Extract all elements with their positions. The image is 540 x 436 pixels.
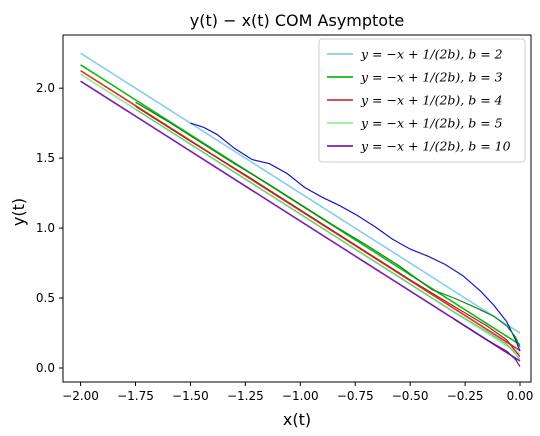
y-axis-title: y(t)	[9, 198, 28, 226]
trajectory-line-1	[190, 122, 521, 352]
trajectory-line-4	[135, 108, 521, 360]
chart-title: y(t) − x(t) COM Asymptote	[190, 11, 404, 30]
x-tick-label: −1.25	[227, 389, 264, 403]
plot-frame	[62, 34, 532, 383]
trajectory-line-2	[135, 101, 521, 348]
trajectory-group	[135, 101, 521, 367]
x-tick-label: −0.25	[447, 389, 484, 403]
legend-label-b4: y = −x + 1/(2b), b = 4	[360, 93, 503, 108]
legend-box	[318, 38, 526, 163]
x-tick-label: −2.00	[62, 389, 99, 403]
legend-label-b5: y = −x + 1/(2b), b = 5	[360, 116, 503, 131]
x-axis-title: x(t)	[283, 410, 311, 429]
x-tick-label: 0.00	[507, 389, 534, 403]
legend-label-b10: y = −x + 1/(2b), b = 10	[360, 139, 511, 154]
legend-label-b3: y = −x + 1/(2b), b = 3	[360, 70, 503, 85]
y-tick-label: 1.0	[36, 221, 55, 235]
asymptote-line-b2	[80, 52, 521, 334]
x-tick-label: −1.50	[172, 389, 209, 403]
trajectory-line-5	[453, 318, 521, 367]
y-tick-label: 0.5	[36, 291, 55, 305]
y-tick-label: 0.0	[36, 361, 55, 375]
legend-label-b2: y = −x + 1/(2b), b = 2	[360, 47, 503, 62]
y-tick-label: 1.5	[36, 151, 55, 165]
x-tick-label: −1.75	[117, 389, 154, 403]
axes: −2.00 −1.75 −1.50 −1.25 −1.00 −0.75 −0.50 −0.25…	[36, 34, 534, 403]
y-tick-label: 2.0	[36, 81, 55, 95]
x-tick-label: −1.00	[282, 389, 319, 403]
x-tick-label: −0.75	[337, 389, 374, 403]
asymptote-line-b10	[80, 80, 521, 362]
trajectory-line-3	[135, 105, 521, 358]
legend: y = −x + 1/(2b), b = 2 y = −x + 1/(2b), b…	[318, 38, 526, 163]
x-tick-label: −0.50	[392, 389, 429, 403]
